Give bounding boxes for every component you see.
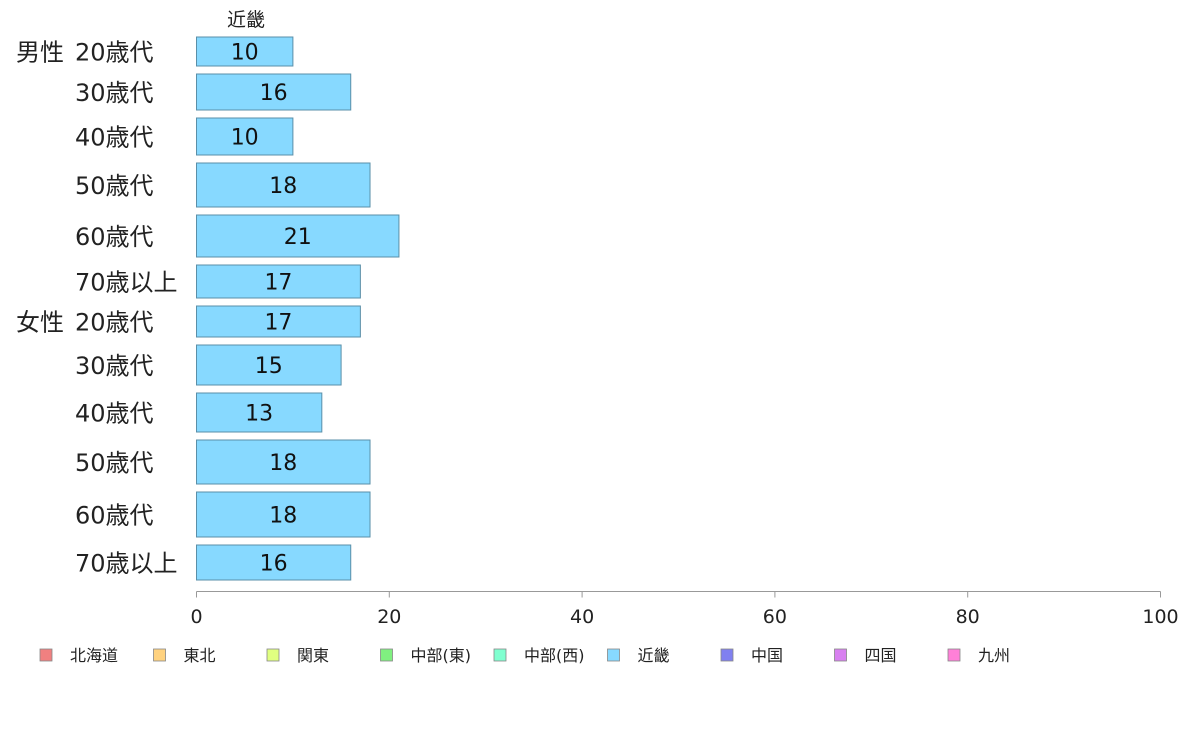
legend-label: 近畿 <box>638 646 670 665</box>
legend-swatch <box>153 648 166 662</box>
x-tick-label: 60 <box>763 606 787 628</box>
data-label: 10 <box>231 41 259 66</box>
legend-item: 関東 <box>266 646 329 665</box>
legend-item: 中部(西) <box>493 646 585 665</box>
category-label: 50歳代 <box>75 449 154 477</box>
data-label: 18 <box>269 504 297 529</box>
legend-swatch <box>266 648 280 662</box>
data-label: 18 <box>269 174 297 199</box>
category-label: 60歳代 <box>75 223 154 251</box>
bar-segment <box>196 214 400 258</box>
legend-label: 関東 <box>297 646 329 665</box>
category-label: 40歳代 <box>75 124 154 152</box>
category-label: 50歳代 <box>75 172 154 200</box>
x-tick-label: 20 <box>377 606 401 628</box>
category-label: 40歳代 <box>75 400 154 428</box>
legend-swatch <box>39 648 53 662</box>
x-axis: 0 20 40 60 80 100 <box>190 591 1179 628</box>
bar-segment <box>196 264 361 299</box>
legend-item: 中国 <box>720 646 783 665</box>
category-label: 20歳代 <box>75 309 154 337</box>
legend-item: 四国 <box>834 646 897 665</box>
legend-item: 近畿 <box>607 646 670 665</box>
bar-segment <box>196 544 352 581</box>
data-label: 16 <box>260 552 288 577</box>
legend-swatch <box>947 648 961 662</box>
data-label: 16 <box>260 81 288 106</box>
x-tick-label: 100 <box>1142 606 1178 628</box>
bar-segment <box>196 36 294 67</box>
data-label: 10 <box>231 126 259 151</box>
bar-segment <box>196 117 294 156</box>
legend-swatch <box>380 648 393 662</box>
bar-segment <box>196 439 371 485</box>
bar-segment <box>196 162 371 208</box>
data-label: 21 <box>284 225 312 250</box>
data-label: 17 <box>264 271 292 296</box>
category-label: 70歳以上 <box>75 269 178 297</box>
legend-label: 北海道 <box>70 646 118 665</box>
legend-item: 北海道 <box>39 646 118 665</box>
data-label: 13 <box>245 402 273 427</box>
category-label: 60歳代 <box>75 502 154 530</box>
category-label: 30歳代 <box>75 79 154 107</box>
column-header: 近畿 <box>227 9 265 31</box>
group-label: 男性 <box>16 39 64 67</box>
legend-label: 中部(西) <box>524 646 585 665</box>
x-tick-label: 0 <box>190 606 202 628</box>
category-label: 20歳代 <box>75 39 154 67</box>
bar-segment <box>196 491 371 538</box>
category-label: 30歳代 <box>75 352 154 380</box>
category-label: 70歳以上 <box>75 550 178 578</box>
legend-label: 東北 <box>184 646 216 665</box>
data-label: 15 <box>255 354 283 379</box>
legend-label: 中部(東) <box>411 646 472 665</box>
x-tick-label: 40 <box>570 606 594 628</box>
legend-label: 九州 <box>978 646 1010 665</box>
legend-swatch <box>834 648 847 662</box>
data-label: 17 <box>264 311 292 336</box>
x-tick-label: 80 <box>956 606 980 628</box>
bar-segment <box>196 73 352 111</box>
data-label: 18 <box>269 451 297 476</box>
legend-label: 四国 <box>865 646 897 665</box>
bar-segment <box>196 344 342 386</box>
chart-rows: 男性 20歳代 10 30歳代 16 40歳代 10 50歳代 18 60歳代 21 70歳以上 17 女… <box>16 36 400 581</box>
bar-segment <box>196 392 323 433</box>
legend-item: 九州 <box>947 646 1010 665</box>
legend: 北海道 東北 関東 中部(東) 中部(西) 近畿 中国 四国 九州 <box>39 646 1010 665</box>
legend-swatch <box>607 648 620 662</box>
legend-item: 中部(東) <box>380 646 472 665</box>
legend-item: 東北 <box>153 646 216 665</box>
legend-label: 中国 <box>751 646 783 665</box>
legend-swatch <box>493 648 507 662</box>
bar-segment <box>196 305 361 338</box>
legend-swatch <box>720 648 734 662</box>
group-label: 女性 <box>16 309 64 337</box>
